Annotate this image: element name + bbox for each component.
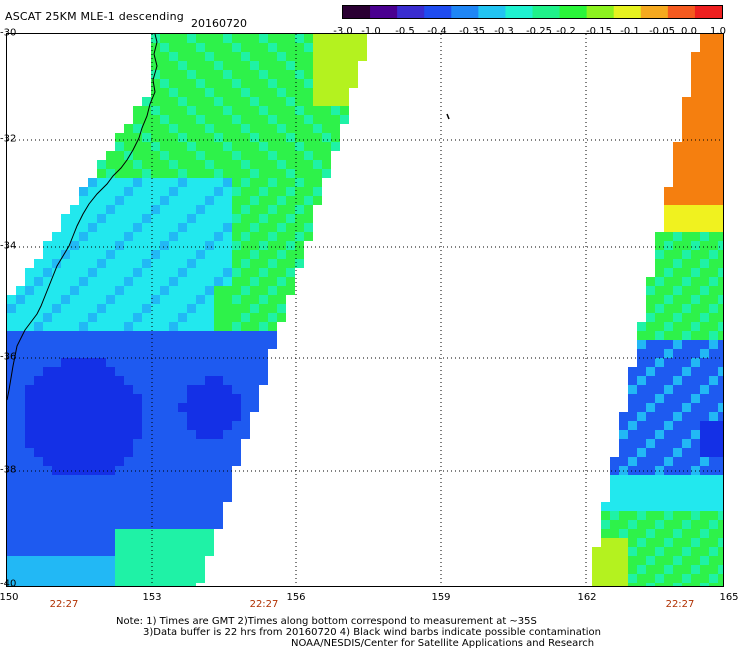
- colorbar-swatch: [478, 6, 507, 18]
- pass-time-label: 22:27: [249, 599, 279, 610]
- colorbar-label: -3.0: [333, 26, 353, 37]
- colorbar-label: 1.0: [710, 26, 726, 37]
- colorbar-label: -0.05: [649, 26, 675, 37]
- product-title: ASCAT 25KM MLE-1 descending: [5, 10, 184, 23]
- colorbar: [342, 5, 723, 19]
- lat-label: -40: [0, 578, 17, 590]
- map-panel: [6, 33, 724, 587]
- colorbar-label: -0.2: [556, 26, 576, 37]
- lat-label: -38: [0, 464, 17, 476]
- lat-label: -30: [0, 27, 17, 39]
- colorbar-swatch: [667, 6, 696, 18]
- lon-label: 162: [577, 592, 597, 603]
- colorbar-swatch: [370, 6, 398, 18]
- lon-label: 150: [0, 592, 19, 603]
- lat-label: -34: [0, 240, 17, 252]
- colorbar-swatch: [424, 6, 452, 18]
- colorbar-label: -0.25: [526, 26, 552, 37]
- colorbar-swatch: [505, 6, 534, 18]
- footer-note: Note: 1) Times are GMT 2)Times along bot…: [116, 616, 537, 627]
- colorbar-label: -0.1: [620, 26, 640, 37]
- map-canvas: [7, 34, 723, 586]
- colorbar-label: -0.4: [427, 26, 447, 37]
- product-date: 20160720: [191, 17, 247, 30]
- colorbar-swatch: [559, 6, 588, 18]
- colorbar-swatch: [694, 6, 723, 18]
- lon-label: 153: [142, 592, 162, 603]
- colorbar-swatch: [586, 6, 615, 18]
- colorbar-label: -0.35: [459, 26, 485, 37]
- lat-label: -36: [0, 351, 17, 363]
- pass-time-label: 22:27: [665, 599, 695, 610]
- colorbar-swatch: [613, 6, 642, 18]
- colorbar-swatches: [343, 6, 723, 18]
- colorbar-label: -0.5: [395, 26, 415, 37]
- colorbar-label: 0.0: [681, 26, 697, 37]
- coastline: [7, 34, 158, 401]
- colorbar-swatch: [397, 6, 425, 18]
- colorbar-swatch: [640, 6, 669, 18]
- colorbar-label: -0.15: [586, 26, 612, 37]
- colorbar-swatch: [343, 6, 371, 18]
- footer-note: NOAA/NESDIS/Center for Satellite Applica…: [291, 638, 595, 649]
- graticule: [7, 34, 723, 586]
- swath-left: [7, 34, 367, 586]
- colorbar-label: -0.3: [494, 26, 514, 37]
- lon-label: 159: [431, 592, 451, 603]
- colorbar-label: -1.0: [361, 26, 381, 37]
- colorbar-swatch: [532, 6, 561, 18]
- pass-time-label: 22:27: [49, 599, 79, 610]
- lon-label: 165: [719, 592, 739, 603]
- footer-note: 3)Data buffer is 22 hrs from 20160720 4)…: [143, 627, 601, 638]
- wind-barb-icon: [446, 113, 450, 120]
- colorbar-swatch: [451, 6, 479, 18]
- swath-right: [592, 34, 723, 586]
- lat-label: -32: [0, 133, 17, 145]
- lon-label: 156: [286, 592, 306, 603]
